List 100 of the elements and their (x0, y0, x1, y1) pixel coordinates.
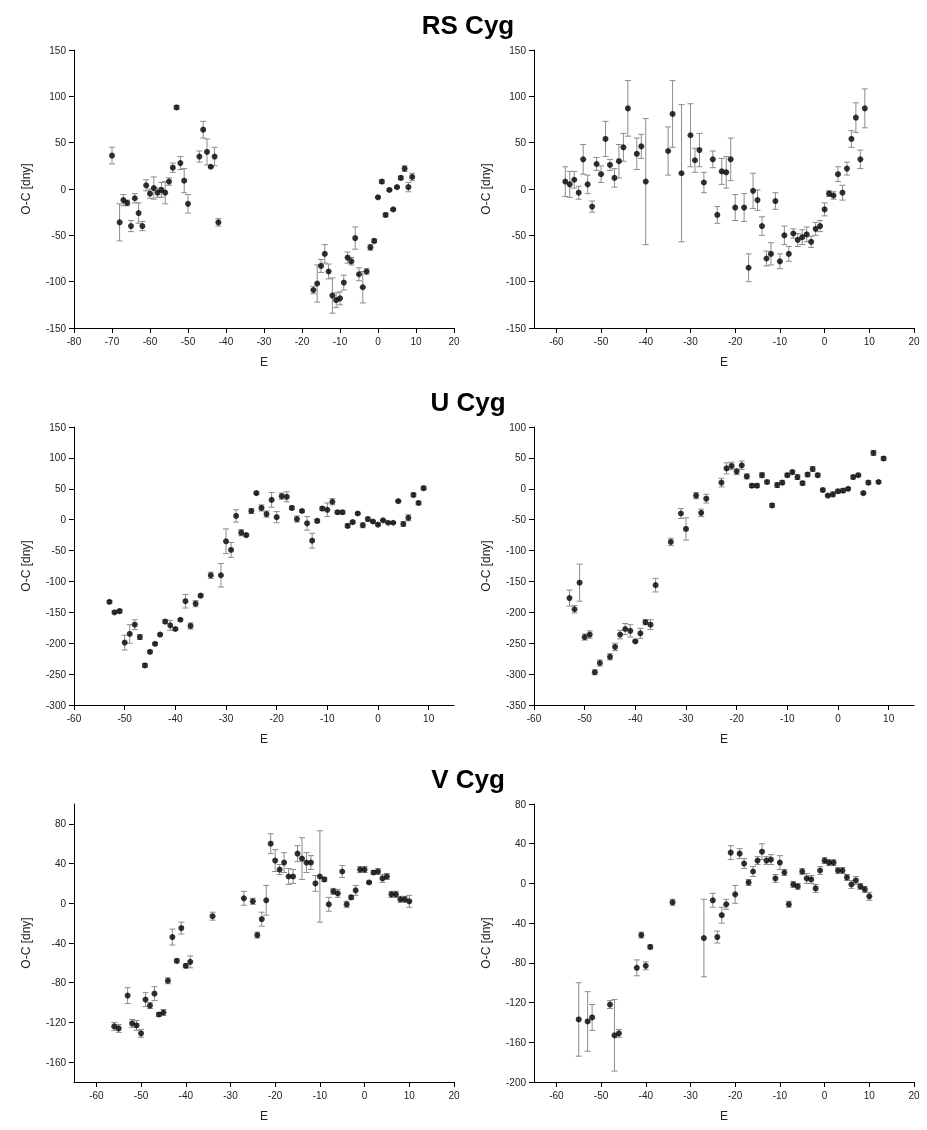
y-tick-label: -100 (505, 276, 527, 288)
y-tick-label: 0 (520, 483, 527, 495)
point (785, 250, 792, 257)
point (718, 912, 725, 919)
y-tick-label: 80 (54, 818, 67, 830)
point (584, 1018, 591, 1025)
x-tick-label: -60 (89, 1089, 105, 1101)
x-axis-title: E (259, 732, 269, 746)
point (598, 171, 605, 178)
point (272, 857, 279, 864)
y-tick-label: 150 (49, 421, 67, 433)
point (584, 181, 591, 188)
point (803, 231, 810, 238)
x-tick-label: -10 (780, 712, 795, 724)
point (732, 204, 739, 211)
point (352, 235, 359, 242)
point (321, 250, 328, 257)
point (340, 279, 347, 286)
x-tick-label: 0 (361, 1089, 368, 1101)
x-tick-label: -50 (593, 335, 609, 347)
point (325, 901, 332, 908)
y-tick-label: 0 (60, 183, 67, 195)
point (318, 262, 324, 269)
y-tick-label: -200 (45, 637, 67, 649)
y-tick-label: -200 (505, 606, 527, 618)
x-tick-label: -40 (628, 712, 643, 724)
x-axis-title: E (259, 355, 269, 369)
point (669, 110, 676, 117)
y-tick-label: 50 (514, 452, 527, 464)
y-tick-label: 100 (49, 452, 67, 464)
point (181, 177, 188, 184)
x-tick-label: 0 (375, 712, 382, 724)
x-tick-label: -60 (526, 712, 542, 724)
point (267, 840, 274, 847)
x-tick-label: -10 (772, 335, 788, 347)
y-tick-label: -40 (511, 917, 527, 929)
point (763, 255, 770, 262)
point (835, 171, 841, 178)
point (732, 891, 739, 898)
x-tick-label: -10 (772, 1089, 788, 1101)
point (767, 250, 774, 257)
y-tick-label: -250 (505, 637, 527, 649)
x-tick-label: -50 (593, 1089, 609, 1101)
x-tick-label: -20 (267, 1089, 283, 1101)
point (620, 144, 627, 151)
point (727, 156, 734, 163)
point (178, 925, 185, 932)
x-tick-label: -20 (727, 335, 743, 347)
x-tick-label: -20 (294, 335, 310, 347)
point (776, 258, 783, 265)
y-tick-label: 40 (54, 858, 67, 870)
x-tick-label: -40 (218, 335, 234, 347)
x-tick-label: -60 (66, 712, 82, 724)
point (759, 848, 765, 855)
x-tick-label: 0 (821, 335, 828, 347)
chart-title: U Cyg (430, 387, 506, 418)
x-tick-label: -10 (312, 1089, 328, 1101)
point (263, 897, 270, 904)
y-tick-label: 0 (520, 183, 527, 195)
point (356, 271, 362, 278)
point (359, 284, 366, 291)
y-tick-label: -100 (45, 575, 67, 587)
point (821, 206, 828, 213)
x-tick-label: -10 (320, 712, 335, 724)
x-tick-label: 10 (410, 335, 422, 347)
point (337, 295, 343, 302)
y-tick-label: 100 (509, 421, 527, 433)
y-tick-label: -250 (45, 668, 67, 680)
point (633, 964, 640, 971)
x-axis-title: E (719, 355, 729, 369)
point (861, 105, 868, 112)
point (700, 935, 707, 942)
x-axis-title: E (259, 1109, 269, 1123)
point (150, 185, 157, 192)
chart-title: V Cyg (431, 764, 505, 795)
y-tick-label: 50 (54, 483, 67, 495)
y-tick-label: 100 (509, 90, 527, 102)
point (759, 223, 765, 230)
point (240, 895, 247, 902)
x-tick-label: -60 (142, 335, 158, 347)
point (799, 234, 806, 241)
y-tick-label: 150 (509, 44, 527, 56)
point (162, 189, 169, 196)
y-tick-label: -150 (45, 322, 67, 334)
point (776, 859, 783, 866)
point (714, 934, 721, 941)
y-tick-label: 0 (60, 897, 67, 909)
x-tick-label: -30 (678, 712, 694, 724)
point (109, 152, 115, 159)
x-tick-label: 20 (908, 335, 920, 347)
y-tick-label: -80 (51, 977, 67, 989)
x-tick-label: -50 (180, 335, 196, 347)
point (615, 158, 622, 165)
point (857, 156, 864, 163)
x-tick-label: -40 (178, 1089, 194, 1101)
point (571, 176, 578, 183)
x-tick-label: 0 (835, 712, 842, 724)
point (185, 200, 191, 207)
x-tick-label: -40 (168, 712, 183, 724)
point (580, 156, 587, 163)
